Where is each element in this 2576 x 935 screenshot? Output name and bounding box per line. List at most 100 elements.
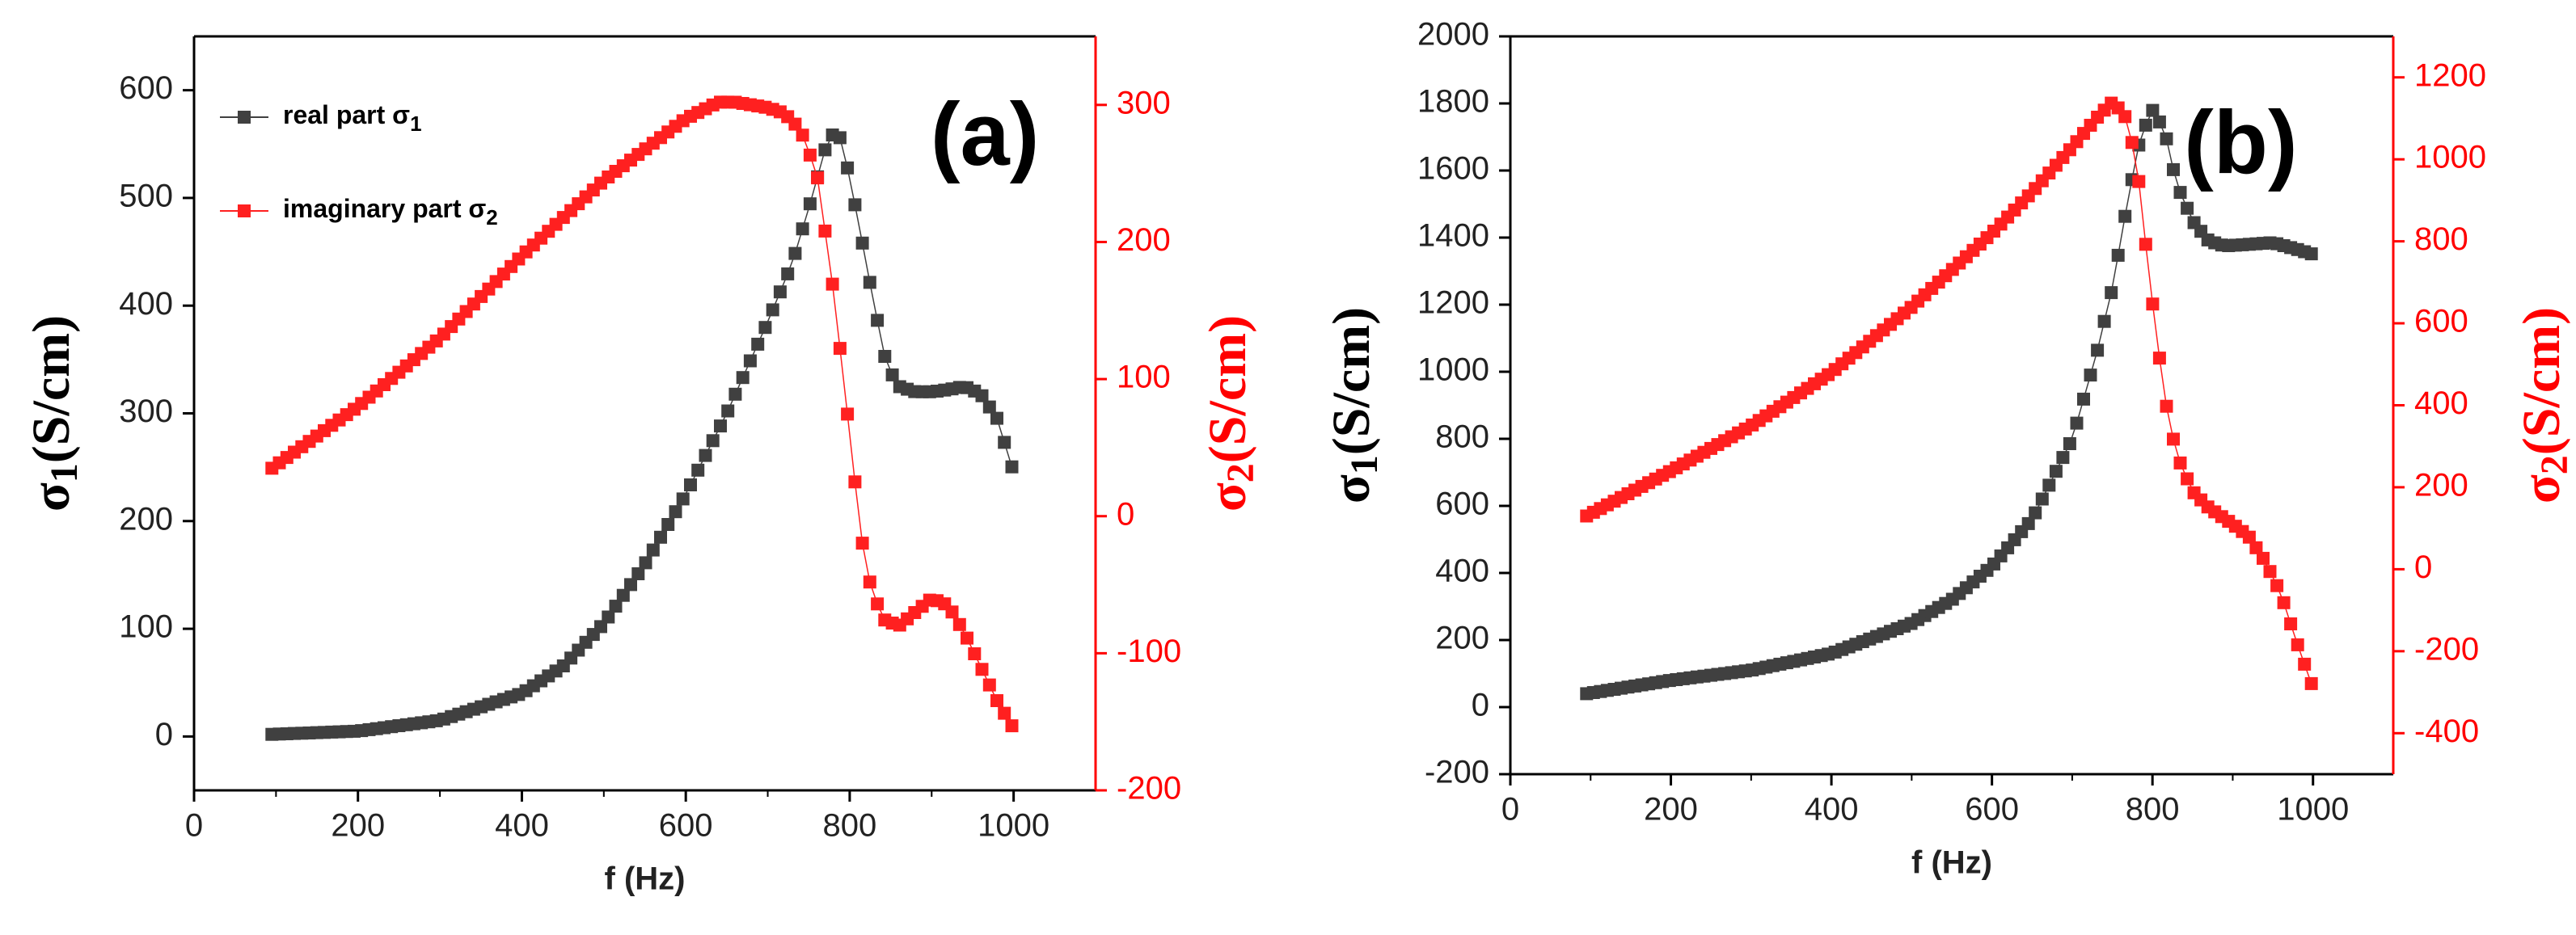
series-line <box>272 134 1013 735</box>
data-point <box>796 222 809 236</box>
data-point <box>1005 460 1019 474</box>
data-point <box>2042 478 2056 492</box>
legend-entry-text: real part σ <box>283 100 410 129</box>
data-point <box>2056 451 2070 465</box>
data-point <box>1005 719 1019 733</box>
y-right-tick-label: -200 <box>1117 771 1181 807</box>
y-left-tick-label: 0 <box>155 717 173 752</box>
data-point <box>699 449 712 462</box>
data-point <box>2118 209 2132 223</box>
data-point <box>982 400 996 414</box>
data-point <box>736 371 750 385</box>
data-point <box>975 663 989 676</box>
data-point <box>2146 103 2160 117</box>
data-point <box>2084 369 2097 382</box>
data-point <box>781 267 795 280</box>
data-point <box>2277 596 2291 609</box>
x-tick-label: 400 <box>1805 792 1859 828</box>
y-right-tick-label: -200 <box>2414 631 2479 667</box>
y-left-tick-label: 1800 <box>1417 84 1489 120</box>
y-left-tick-label: 300 <box>119 394 173 429</box>
data-point <box>952 617 966 631</box>
y-right-tick-label: 800 <box>2414 221 2468 257</box>
data-point <box>826 277 839 291</box>
data-point <box>714 419 727 433</box>
y-left-tick-label: 800 <box>1435 419 1489 455</box>
data-point <box>2167 162 2180 176</box>
data-point <box>2291 638 2304 651</box>
data-point <box>796 128 809 142</box>
data-point <box>803 148 817 162</box>
y-left-tick-label: 100 <box>119 609 173 645</box>
data-point <box>848 475 862 489</box>
data-point <box>2304 676 2318 690</box>
x-tick-label: 800 <box>2126 792 2180 828</box>
panel-label: (a) <box>931 85 1039 184</box>
data-point <box>602 610 615 624</box>
series-real-part <box>1580 103 2318 701</box>
data-point <box>2160 399 2173 413</box>
y-axis-left-title-unit: (S/cm) <box>22 315 81 463</box>
y-left-tick-label: 1200 <box>1417 285 1489 321</box>
data-point <box>2091 343 2105 357</box>
data-point <box>982 678 996 692</box>
y-right-tick-label: 400 <box>2414 385 2468 421</box>
x-tick-label: 0 <box>1501 792 1519 828</box>
legend-entry-text: imaginary part σ <box>283 194 486 223</box>
data-point <box>2105 286 2118 300</box>
y-left-tick-label: 0 <box>1472 688 1489 723</box>
data-point <box>2049 465 2063 478</box>
y-axis-right-title-symbol: σ <box>1198 482 1257 512</box>
data-point <box>788 117 802 131</box>
y-left-tick-label: 400 <box>1435 554 1489 589</box>
data-point <box>2125 136 2139 150</box>
data-point <box>631 567 645 580</box>
data-point <box>818 143 832 157</box>
y-axis-right-title-unit: (S/cm) <box>1198 315 1257 463</box>
data-point <box>2298 657 2312 671</box>
data-point <box>2160 132 2173 145</box>
data-point <box>2029 506 2042 520</box>
data-point <box>661 518 675 531</box>
data-point <box>2077 392 2090 406</box>
data-point <box>855 236 869 250</box>
legend-marker <box>238 111 251 124</box>
data-point <box>2152 352 2166 365</box>
data-point <box>2167 432 2180 446</box>
data-point <box>998 706 1011 720</box>
data-point <box>2063 437 2076 450</box>
y-axis-left-title: σ1(S/cm) <box>22 315 86 512</box>
y-right-tick-label: 1200 <box>2414 57 2486 93</box>
data-point <box>855 537 869 550</box>
y-right-tick-label: 200 <box>2414 468 2468 503</box>
y-left-tick-label: 400 <box>119 286 173 322</box>
y-axis-left-title-unit: (S/cm) <box>1322 307 1381 455</box>
series-imaginary-part <box>1580 96 2318 690</box>
y-axis-left-title-symbol: σ <box>22 482 81 512</box>
x-tick-label: 600 <box>1965 792 2019 828</box>
data-point <box>758 321 772 335</box>
data-point <box>2284 617 2298 630</box>
data-point <box>871 314 885 327</box>
x-tick-label: 1000 <box>2277 792 2349 828</box>
y-axis-right-title-unit: (S/cm) <box>2512 307 2571 455</box>
y-left-tick-label: 600 <box>119 70 173 106</box>
y-right-tick-label: 300 <box>1117 85 1171 120</box>
data-point <box>961 631 973 645</box>
y-left-tick-label: 200 <box>119 501 173 537</box>
data-point <box>691 463 705 477</box>
y-axis-right-title-subscript: 2 <box>1219 463 1262 482</box>
y-right-tick-label: 100 <box>1117 360 1171 395</box>
y-right-tick-label: -400 <box>2414 714 2479 749</box>
y-axis-right-title: σ2(S/cm) <box>1198 315 1262 512</box>
panel-label: (b) <box>2184 93 2297 192</box>
data-point <box>2173 186 2187 200</box>
y-axis-right-title-subscript: 2 <box>2533 455 2576 474</box>
data-point <box>945 605 959 619</box>
y-right-tick-label: 0 <box>2414 550 2432 585</box>
series-real-part <box>265 128 1019 741</box>
data-point <box>990 411 1003 425</box>
data-point <box>833 131 847 145</box>
series-imaginary-part <box>265 95 1019 733</box>
